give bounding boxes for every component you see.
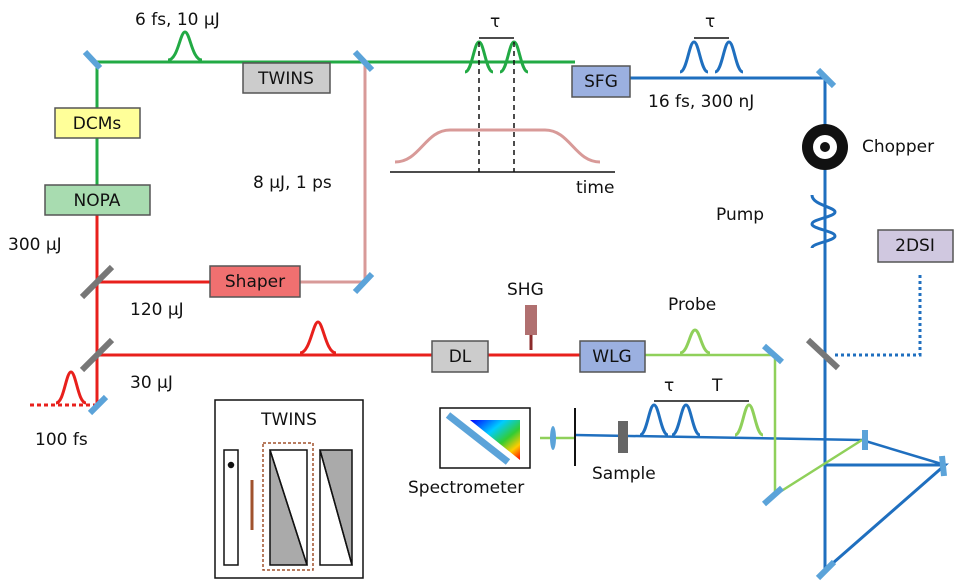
label: T (711, 376, 723, 396)
timing-axes (390, 37, 749, 402)
label: 16 fs, 300 nJ (648, 92, 754, 112)
label: τ (705, 12, 715, 32)
label: time (576, 178, 614, 198)
label: 30 μJ (130, 373, 173, 393)
label: Chopper (862, 137, 934, 157)
box-label: NOPA (74, 191, 121, 211)
label: 300 μJ (8, 235, 62, 255)
box-label: WLG (592, 347, 631, 367)
label: Sample (592, 464, 656, 484)
label: 100 fs (35, 430, 88, 450)
mirrors (82, 49, 947, 581)
spectrometer (439, 407, 628, 469)
beams (30, 60, 949, 572)
labels: 6 fs, 10 μJ τ τ 16 fs, 300 nJ Chopper 8 … (8, 10, 934, 498)
label: τ (664, 376, 674, 396)
boxes: TWINS SFG DCMs NOPA Shaper DL WLG 2DSI (44, 62, 954, 373)
box-label: SFG (584, 72, 618, 92)
shg-arrow (525, 305, 537, 350)
box-label: Shaper (225, 272, 285, 292)
label: Spectrometer (408, 478, 524, 498)
box-label: 2DSI (895, 236, 935, 256)
chopper (802, 124, 848, 170)
label: 120 μJ (130, 300, 184, 320)
box-label: DL (449, 347, 472, 367)
label: Probe (668, 295, 716, 315)
label: 8 μJ, 1 ps (253, 173, 332, 193)
box-label: DCMs (73, 114, 122, 134)
label: Pump (716, 205, 764, 225)
label: 6 fs, 10 μJ (135, 10, 220, 30)
inset-title: TWINS (260, 410, 317, 430)
label: τ (490, 12, 500, 32)
beam-splitters (79, 264, 841, 373)
pulses (55, 30, 837, 437)
inset (214, 399, 364, 579)
label: SHG (507, 280, 544, 300)
box-label: TWINS (257, 69, 314, 89)
